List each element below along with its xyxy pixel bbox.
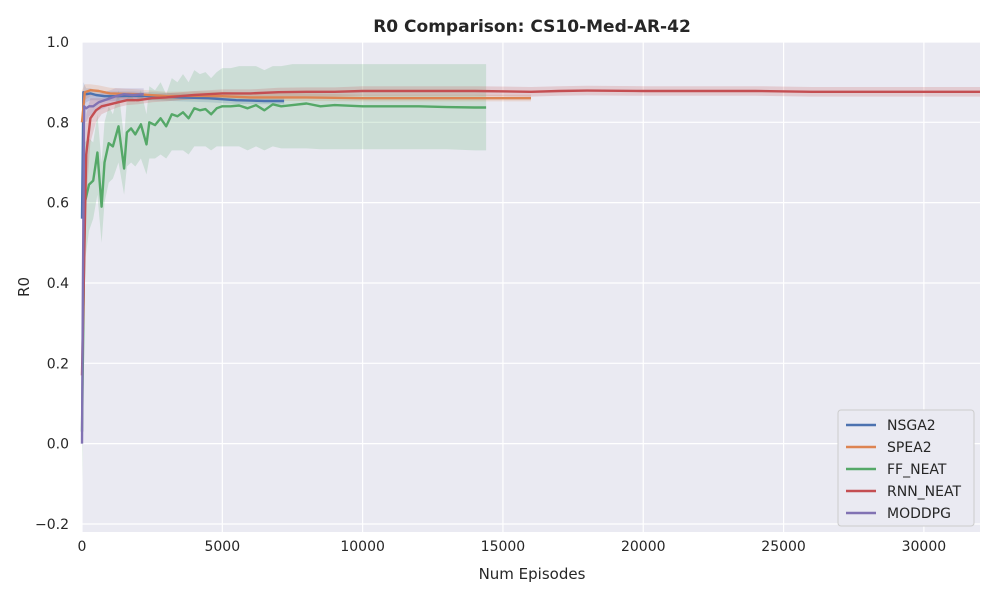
nsga2-series-line — [80, 90, 285, 219]
x-tick-label: 30000 — [902, 539, 947, 555]
moddpg-series-line — [80, 92, 144, 444]
x-tick-label: 20000 — [621, 539, 666, 555]
legend-label-ff-neat: FF_NEAT — [887, 462, 947, 478]
y-tick-label: −0.2 — [35, 517, 69, 533]
grid-lines — [81, 41, 980, 532]
x-tick-label: 0 — [78, 539, 87, 555]
rnn-neat-series-line — [80, 89, 980, 376]
legend-label-rnn-neat: RNN_NEAT — [887, 484, 961, 500]
x-tick-label: 5000 — [204, 539, 240, 555]
tick-labels: 0 5000 10000 15000 20000 25000 30000 −0.2 0.0 0.2… — [35, 35, 946, 555]
plot-background — [82, 42, 980, 532]
y-tick-label: 0.0 — [47, 437, 69, 453]
y-tick-label: 0.8 — [47, 115, 69, 131]
y-tick-label: 0.2 — [47, 356, 69, 372]
chart-title: R0 Comparison: CS10-Med-AR-42 — [373, 17, 691, 37]
y-axis-label: R0 — [15, 277, 33, 297]
legend: NSGA2 SPEA2 FF_NEAT RNN_NEAT MODDPG — [837, 409, 975, 527]
x-tick-label: 10000 — [340, 539, 385, 555]
x-tick-label: 15000 — [481, 539, 526, 555]
legend-box — [837, 409, 975, 527]
y-tick-label: 0.4 — [47, 276, 69, 292]
legend-label-spea2: SPEA2 — [887, 440, 932, 456]
series-lines — [80, 88, 980, 444]
x-axis-label: Num Episodes — [479, 565, 586, 583]
legend-label-nsga2: NSGA2 — [887, 418, 936, 434]
x-tick-label: 25000 — [761, 539, 806, 555]
legend-label-moddpg: MODDPG — [887, 506, 951, 522]
y-tick-label: 0.6 — [47, 196, 69, 212]
y-tick-label: 1.0 — [47, 35, 69, 51]
ff-neat-series-line — [80, 102, 487, 432]
spea2-confidence-band — [82, 84, 531, 163]
